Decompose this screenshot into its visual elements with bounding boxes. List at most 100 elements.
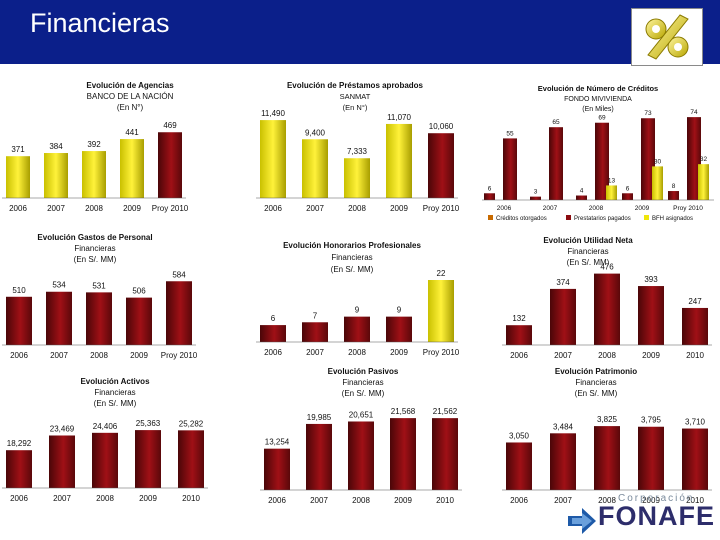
chart-utilidad-neta: Evolución Utilidad Neta Financieras (En S/…	[478, 235, 720, 360]
chart-pasivos: Evolución Pasivos Financieras (En S/. MM) 1…	[240, 366, 465, 505]
bar	[506, 325, 532, 345]
category-label: Proy 2010	[423, 348, 460, 357]
category-label: 2008	[96, 494, 114, 503]
data-label: 531	[92, 281, 106, 290]
data-label: 6	[271, 314, 276, 323]
category-label: 2006	[264, 348, 282, 357]
category-label: Proy 2010	[152, 204, 189, 213]
bar	[698, 164, 709, 200]
category-label: 2008	[598, 496, 616, 505]
category-label: 2007	[47, 204, 65, 213]
bar	[302, 322, 328, 342]
bar	[550, 433, 576, 490]
chart-title-line: (En N°)	[117, 103, 144, 112]
slide-header: Financieras	[0, 0, 720, 64]
chart-title-line: Evolución Honorarios Profesionales	[283, 241, 421, 250]
chart-gastos-personal: Evolución Gastos de Personal Financieras (…	[0, 230, 240, 360]
category-label: 2006	[9, 204, 27, 213]
category-label: 2008	[598, 351, 616, 360]
legend-label: BFH asignados	[652, 216, 693, 222]
chart-title-line: BANCO DE LA NACIÓN	[87, 92, 174, 101]
brand-name: FONAFE	[598, 501, 715, 531]
bar	[46, 291, 72, 345]
bar	[606, 185, 617, 200]
data-label: 469	[163, 121, 177, 130]
data-label: 13	[608, 177, 616, 184]
category-label: 2007	[306, 204, 324, 213]
data-label: 247	[688, 297, 702, 306]
bar	[576, 195, 587, 200]
category-label: 2008	[352, 496, 370, 505]
bar	[682, 428, 708, 490]
chart-title-line: (En S/. MM)	[342, 389, 385, 398]
data-label: 3,050	[509, 431, 530, 440]
bar	[344, 158, 370, 198]
chart-prestamos: Evolución de Préstamos aprobados SANMAT (E…	[240, 78, 465, 218]
percent-logo	[631, 8, 703, 66]
data-label: 18,292	[7, 439, 32, 448]
category-label: 2008	[85, 204, 103, 213]
data-label: 9,400	[305, 128, 326, 137]
category-label: 2008	[348, 348, 366, 357]
category-label: 2007	[50, 351, 68, 360]
category-label: Proy 2010	[673, 205, 703, 212]
bar	[6, 296, 32, 345]
chart-title-line: Financieras	[567, 247, 608, 256]
bar	[6, 450, 32, 488]
chart-activos: Evolución Activos Financieras (En S/. MM) 1…	[0, 376, 240, 503]
chart-title-line: Evolución Pasivos	[328, 367, 399, 376]
data-label: 65	[552, 119, 560, 126]
bar	[687, 117, 701, 200]
data-label: 3	[534, 189, 538, 196]
category-label: Proy 2010	[423, 204, 460, 213]
bar	[428, 280, 454, 342]
category-label: 2009	[130, 351, 148, 360]
category-label: 2008	[90, 351, 108, 360]
bar	[484, 193, 495, 200]
bar	[668, 191, 679, 200]
category-label: 2006	[497, 205, 512, 212]
category-label: 2007	[310, 496, 328, 505]
data-label: 3,710	[685, 418, 706, 427]
bar	[550, 288, 576, 345]
chart-title-line: (En Miles)	[582, 106, 614, 113]
chart-creditos: Evolución de Número de Créditos FONDO MIV…	[478, 82, 720, 228]
data-label: 6	[626, 185, 630, 192]
data-label: 584	[172, 270, 186, 279]
data-label: 74	[690, 109, 698, 116]
data-label: 69	[598, 115, 606, 122]
data-label: 7,333	[347, 147, 368, 156]
data-label: 20,651	[349, 410, 374, 419]
bar	[386, 316, 412, 342]
data-label: 23,469	[50, 424, 75, 433]
bar	[306, 423, 332, 490]
category-label: 2010	[436, 496, 454, 505]
fonafe-arrow-icon	[568, 508, 596, 534]
chart-patrimonio: Evolución Patrimonio Financieras (En S/. M…	[478, 366, 720, 505]
bar	[158, 132, 182, 198]
bar	[594, 273, 620, 345]
bar	[595, 122, 609, 200]
category-label: 2006	[10, 494, 28, 503]
category-label: 2009	[642, 351, 660, 360]
category-label: 2009	[139, 494, 157, 503]
category-label: 2010	[686, 496, 704, 505]
chart-title-line: Financieras	[331, 253, 372, 262]
bar	[302, 139, 328, 198]
bar	[682, 307, 708, 345]
bar	[622, 193, 633, 200]
chart-title-line: (En S/. MM)	[575, 389, 618, 398]
fonafe-brand: Corporación FONAFE	[562, 490, 720, 540]
legend-swatch	[644, 215, 649, 220]
category-label: 2006	[510, 496, 528, 505]
category-label: 2009	[390, 204, 408, 213]
data-label: 11,490	[261, 109, 285, 118]
bar	[260, 325, 286, 342]
data-label: 4	[580, 188, 584, 195]
data-label: 25,282	[179, 419, 204, 428]
chart-title-line: Evolución de Préstamos aprobados	[287, 81, 424, 90]
bar	[44, 153, 68, 198]
data-label: 392	[87, 140, 101, 149]
data-label: 384	[49, 142, 63, 151]
data-label: 506	[132, 287, 146, 296]
